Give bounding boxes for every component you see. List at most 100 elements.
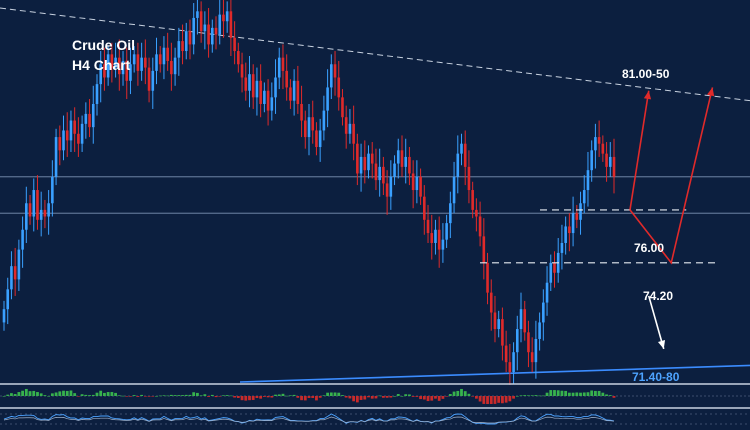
histogram-bar xyxy=(117,395,121,396)
candle-body xyxy=(545,282,549,303)
candle-body xyxy=(497,319,500,330)
histogram-bar xyxy=(579,392,582,396)
candle-body xyxy=(612,156,616,177)
candle-body xyxy=(449,203,452,224)
histogram-bar xyxy=(553,390,556,396)
candle-body xyxy=(110,54,114,68)
histogram-bar xyxy=(251,396,255,400)
histogram-bar xyxy=(348,396,352,399)
histogram-bar xyxy=(504,396,508,403)
histogram-bar xyxy=(363,396,367,400)
histogram-bar xyxy=(489,396,493,404)
candle-body xyxy=(6,289,10,310)
candle-body xyxy=(47,203,50,217)
histogram-bar xyxy=(196,392,199,396)
candle-body xyxy=(575,213,579,220)
candle-body xyxy=(359,156,363,174)
histogram-bar xyxy=(530,395,534,396)
histogram-bar xyxy=(58,391,62,396)
support-trendline xyxy=(239,364,750,383)
histogram-bar xyxy=(47,396,51,397)
histogram-bar xyxy=(266,396,270,398)
histogram-bar xyxy=(136,396,140,397)
candle-body xyxy=(393,163,396,177)
candle-body xyxy=(270,97,274,111)
histogram-bar xyxy=(147,396,151,397)
histogram-bar xyxy=(478,396,482,402)
candle-body xyxy=(166,47,169,61)
forecast-arrows xyxy=(629,87,715,350)
histogram-bar xyxy=(564,390,568,396)
candle-body xyxy=(404,156,408,167)
histogram-bar xyxy=(236,396,240,398)
candle-body xyxy=(199,11,203,32)
candle-body xyxy=(419,176,422,197)
histogram-bar xyxy=(289,395,292,396)
candle-body xyxy=(564,226,567,243)
histogram-bar xyxy=(21,390,24,396)
candle-body xyxy=(549,262,553,283)
forecast-path-up xyxy=(629,90,650,211)
candle-body xyxy=(21,229,24,250)
histogram-bar xyxy=(311,396,315,398)
histogram-bar xyxy=(17,392,21,396)
histogram-bar xyxy=(419,396,422,400)
histogram-bar xyxy=(352,396,356,402)
candle-body xyxy=(91,103,95,128)
candle-body xyxy=(489,292,493,313)
candle-body xyxy=(237,51,240,65)
histogram-bar xyxy=(73,393,77,396)
histogram-bar xyxy=(125,396,129,397)
histogram-bar xyxy=(456,390,460,396)
candle-body xyxy=(605,153,608,167)
candle-body xyxy=(437,229,441,250)
histogram-bar xyxy=(355,396,359,403)
forecast-arrowhead-down-up xyxy=(707,87,715,97)
candle-body xyxy=(608,156,612,167)
candle-body xyxy=(330,64,333,88)
candle-body xyxy=(300,103,303,121)
chart-title-line1: Crude Oil xyxy=(72,37,135,53)
histogram-bar xyxy=(508,396,512,402)
candle-body xyxy=(173,57,177,75)
candle-body xyxy=(508,362,512,373)
histogram-bar xyxy=(329,392,333,396)
candle-body xyxy=(315,130,318,148)
candle-body xyxy=(277,57,281,78)
histogram-bar xyxy=(292,394,296,396)
candle-body xyxy=(65,130,69,141)
candle-body xyxy=(263,90,266,104)
candle-body xyxy=(434,229,437,243)
trend-lines xyxy=(0,7,750,383)
histogram-bars xyxy=(2,388,616,404)
candle-body xyxy=(95,84,99,104)
candle-body xyxy=(367,153,370,171)
oscillator-line-slow xyxy=(3,416,615,424)
histogram-bar xyxy=(39,393,43,396)
histogram-bar xyxy=(255,396,259,398)
histogram-bar xyxy=(601,392,605,396)
histogram-bar xyxy=(437,396,441,401)
candle-body xyxy=(456,153,460,177)
histogram-bar xyxy=(270,396,274,398)
candle-body xyxy=(170,60,173,75)
histogram-bar xyxy=(76,396,80,397)
histogram-bar xyxy=(2,396,6,397)
histogram-bar xyxy=(259,396,263,399)
histogram-bar xyxy=(501,396,504,404)
candle-body xyxy=(356,143,359,174)
candle-body xyxy=(292,80,296,101)
candle-body xyxy=(218,14,222,35)
histogram-bar xyxy=(262,396,266,397)
histogram-bar xyxy=(411,396,415,397)
histogram-bar xyxy=(199,395,203,396)
level-label-74: 74.20 xyxy=(643,289,673,303)
histogram-bar xyxy=(452,391,456,396)
candle-body xyxy=(423,196,426,220)
candle-body xyxy=(571,213,575,234)
candle-body xyxy=(415,176,419,191)
histogram-bar xyxy=(434,396,437,399)
candle-body xyxy=(426,219,430,234)
histogram-bar xyxy=(605,394,608,396)
candle-body xyxy=(155,54,158,71)
